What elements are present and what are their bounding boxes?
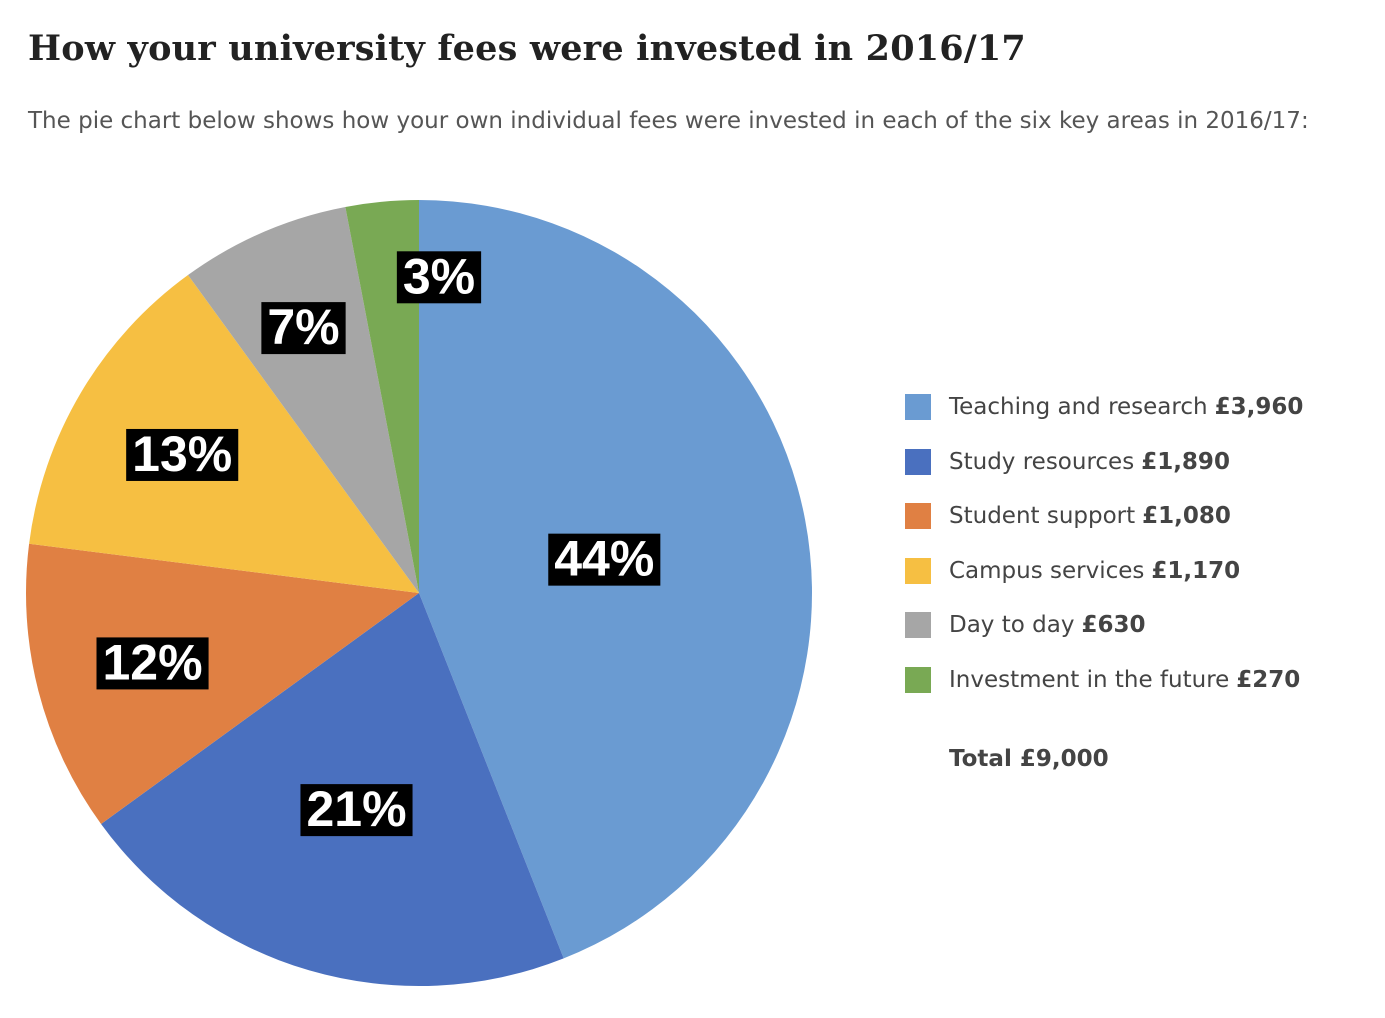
- svg-text:12%: 12%: [103, 634, 203, 690]
- legend-amount: £630: [1081, 612, 1146, 639]
- slice-label: 12%: [96, 634, 209, 690]
- pie-chart: 44% 21% 12% 13% 7% 3%: [26, 200, 813, 987]
- legend-swatch: [905, 503, 931, 530]
- legend-label: Investment in the future: [949, 666, 1230, 693]
- legend-label: Student support: [949, 503, 1136, 530]
- slice-label: 13%: [126, 426, 239, 482]
- slice-label: 7%: [261, 299, 346, 355]
- legend-amount: £1,080: [1142, 503, 1231, 530]
- legend: Teaching and research £3,960 Study resourc…: [905, 380, 1303, 707]
- svg-text:21%: 21%: [306, 781, 406, 837]
- legend-swatch: [905, 394, 931, 421]
- svg-text:44%: 44%: [554, 531, 654, 587]
- pie-slice: [188, 206, 419, 593]
- legend-item: Campus services £1,170: [905, 544, 1303, 599]
- legend-item: Day to day £630: [905, 598, 1303, 653]
- legend-item: Study resources £1,890: [905, 435, 1303, 490]
- pie-slice: [26, 543, 419, 824]
- legend-item: Investment in the future £270: [905, 653, 1303, 708]
- legend-label: Campus services: [949, 557, 1145, 584]
- legend-amount: £1,890: [1141, 448, 1230, 475]
- slice-label: 3%: [396, 248, 482, 304]
- legend-item: Teaching and research £3,960: [905, 380, 1303, 435]
- chart-title: How your university fees were invested i…: [28, 28, 1026, 69]
- total-label: Total £9,000: [949, 746, 1109, 772]
- chart-subtitle: The pie chart below shows how your own i…: [28, 108, 1309, 134]
- slice-label: 44%: [548, 531, 661, 587]
- legend-amount: £3,960: [1214, 394, 1304, 421]
- legend-label: Study resources: [949, 448, 1135, 475]
- legend-amount: £270: [1236, 666, 1301, 693]
- legend-label: Teaching and research: [949, 394, 1208, 421]
- legend-swatch: [905, 448, 931, 475]
- legend-item: Student support £1,080: [905, 489, 1303, 544]
- svg-text:3%: 3%: [403, 248, 475, 304]
- svg-text:13%: 13%: [132, 426, 232, 482]
- legend-label: Day to day: [949, 612, 1075, 639]
- svg-text:7%: 7%: [267, 299, 339, 355]
- slice-label: 21%: [300, 781, 413, 837]
- legend-amount: £1,170: [1151, 557, 1241, 584]
- legend-swatch: [905, 612, 931, 639]
- legend-swatch: [905, 557, 931, 584]
- legend-swatch: [905, 666, 931, 693]
